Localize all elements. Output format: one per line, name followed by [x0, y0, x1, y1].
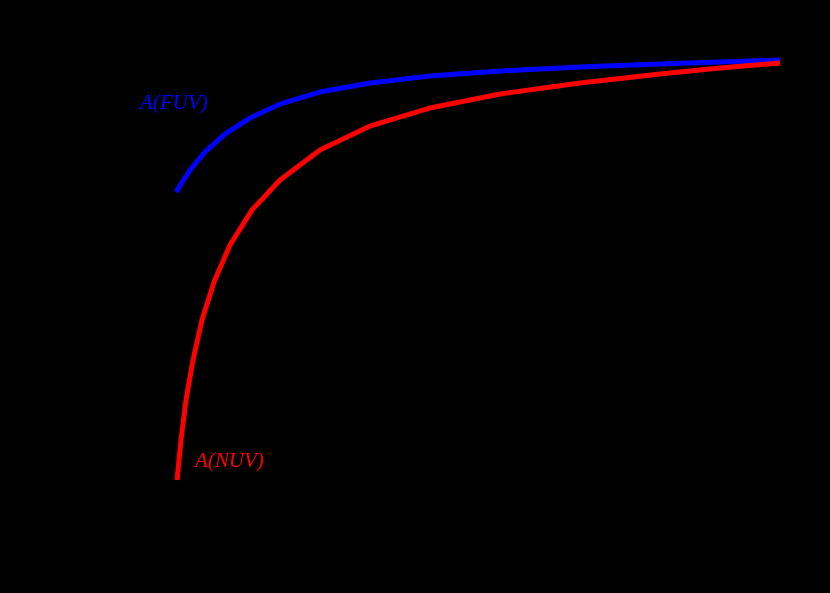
fuv-label: A(FUV) — [140, 90, 208, 114]
fuv-curve — [173, 57, 781, 194]
nuv-label: A(NUV) — [195, 448, 264, 472]
nuv-curve — [174, 60, 781, 481]
